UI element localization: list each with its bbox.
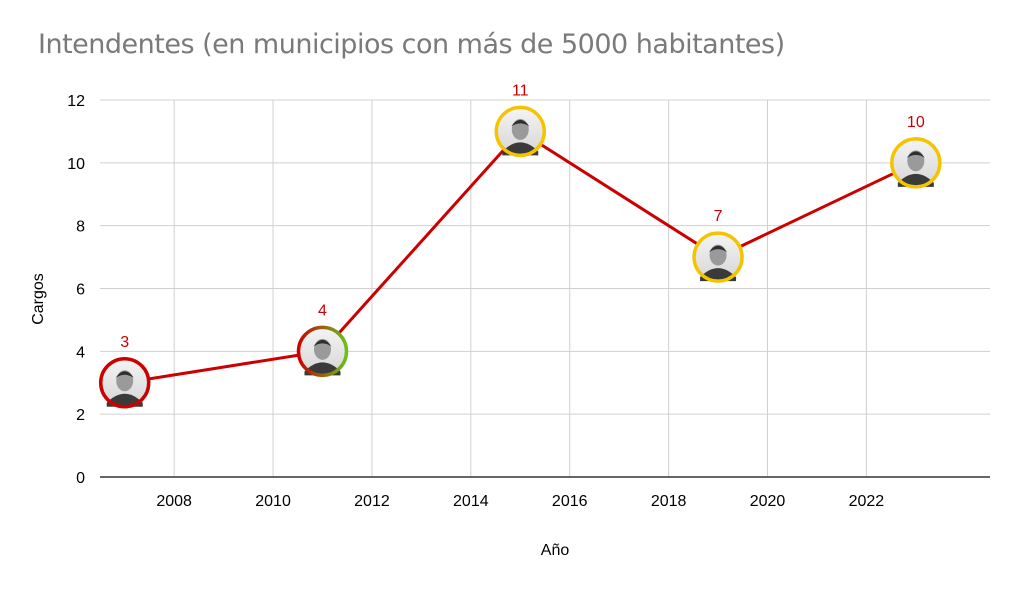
data-label: 10 <box>907 114 925 131</box>
portrait-head <box>709 244 727 266</box>
data-label: 3 <box>120 334 129 351</box>
y-tick-label: 8 <box>76 219 85 236</box>
data-point-portrait <box>890 137 942 189</box>
y-tick-label: 2 <box>76 407 85 424</box>
portrait-hair <box>115 371 134 378</box>
portrait-head <box>511 118 529 140</box>
chart-title: Intendentes (en municipios con más de 50… <box>38 29 785 60</box>
portrait-ring <box>692 231 744 283</box>
portrait-ring <box>494 105 547 158</box>
y-tick-label: 10 <box>67 156 85 173</box>
portrait-head <box>907 150 925 172</box>
data-label: 4 <box>318 302 327 319</box>
data-label: 11 <box>512 82 529 99</box>
portrait-hair <box>511 119 530 127</box>
portrait-ring <box>98 357 151 409</box>
x-tick-label: 2022 <box>849 493 885 510</box>
portrait-ring <box>296 325 349 378</box>
x-tick-label: 2014 <box>453 493 489 510</box>
gridlines <box>100 99 990 477</box>
y-tick-label: 6 <box>76 282 85 299</box>
x-tick-label: 2008 <box>156 493 192 510</box>
axes: 0 2 4 6 8 10 12 2008 2010 2012 2014 2016 2018 2020 202… <box>67 93 990 510</box>
data-markers <box>98 105 942 409</box>
data-point-portrait <box>494 105 547 158</box>
portrait-hair <box>709 245 728 253</box>
x-tick-label: 2018 <box>651 493 687 510</box>
data-point-portrait <box>98 357 151 409</box>
series-line <box>124 129 917 385</box>
portrait-head <box>314 338 331 360</box>
x-tick-label: 2012 <box>354 493 390 510</box>
x-tick-label: 2020 <box>750 493 786 510</box>
y-tick-label: 0 <box>76 470 85 487</box>
y-tick-label: 12 <box>67 93 85 110</box>
portrait-hair <box>313 339 332 347</box>
data-point-portrait <box>692 231 744 283</box>
series-polyline <box>124 129 917 385</box>
data-label: 7 <box>714 208 723 225</box>
portrait-hair <box>906 151 925 158</box>
x-tick-label: 2010 <box>255 493 291 510</box>
data-labels: 3 4 11 7 10 <box>120 82 925 350</box>
x-tick-label: 2016 <box>552 493 588 510</box>
portrait-ring <box>890 137 942 189</box>
y-tick-label: 4 <box>76 344 85 361</box>
x-axis-title: Año <box>541 542 570 559</box>
data-point-portrait <box>296 325 349 378</box>
y-axis-title: Cargos <box>30 273 47 325</box>
portrait-head <box>116 370 134 392</box>
